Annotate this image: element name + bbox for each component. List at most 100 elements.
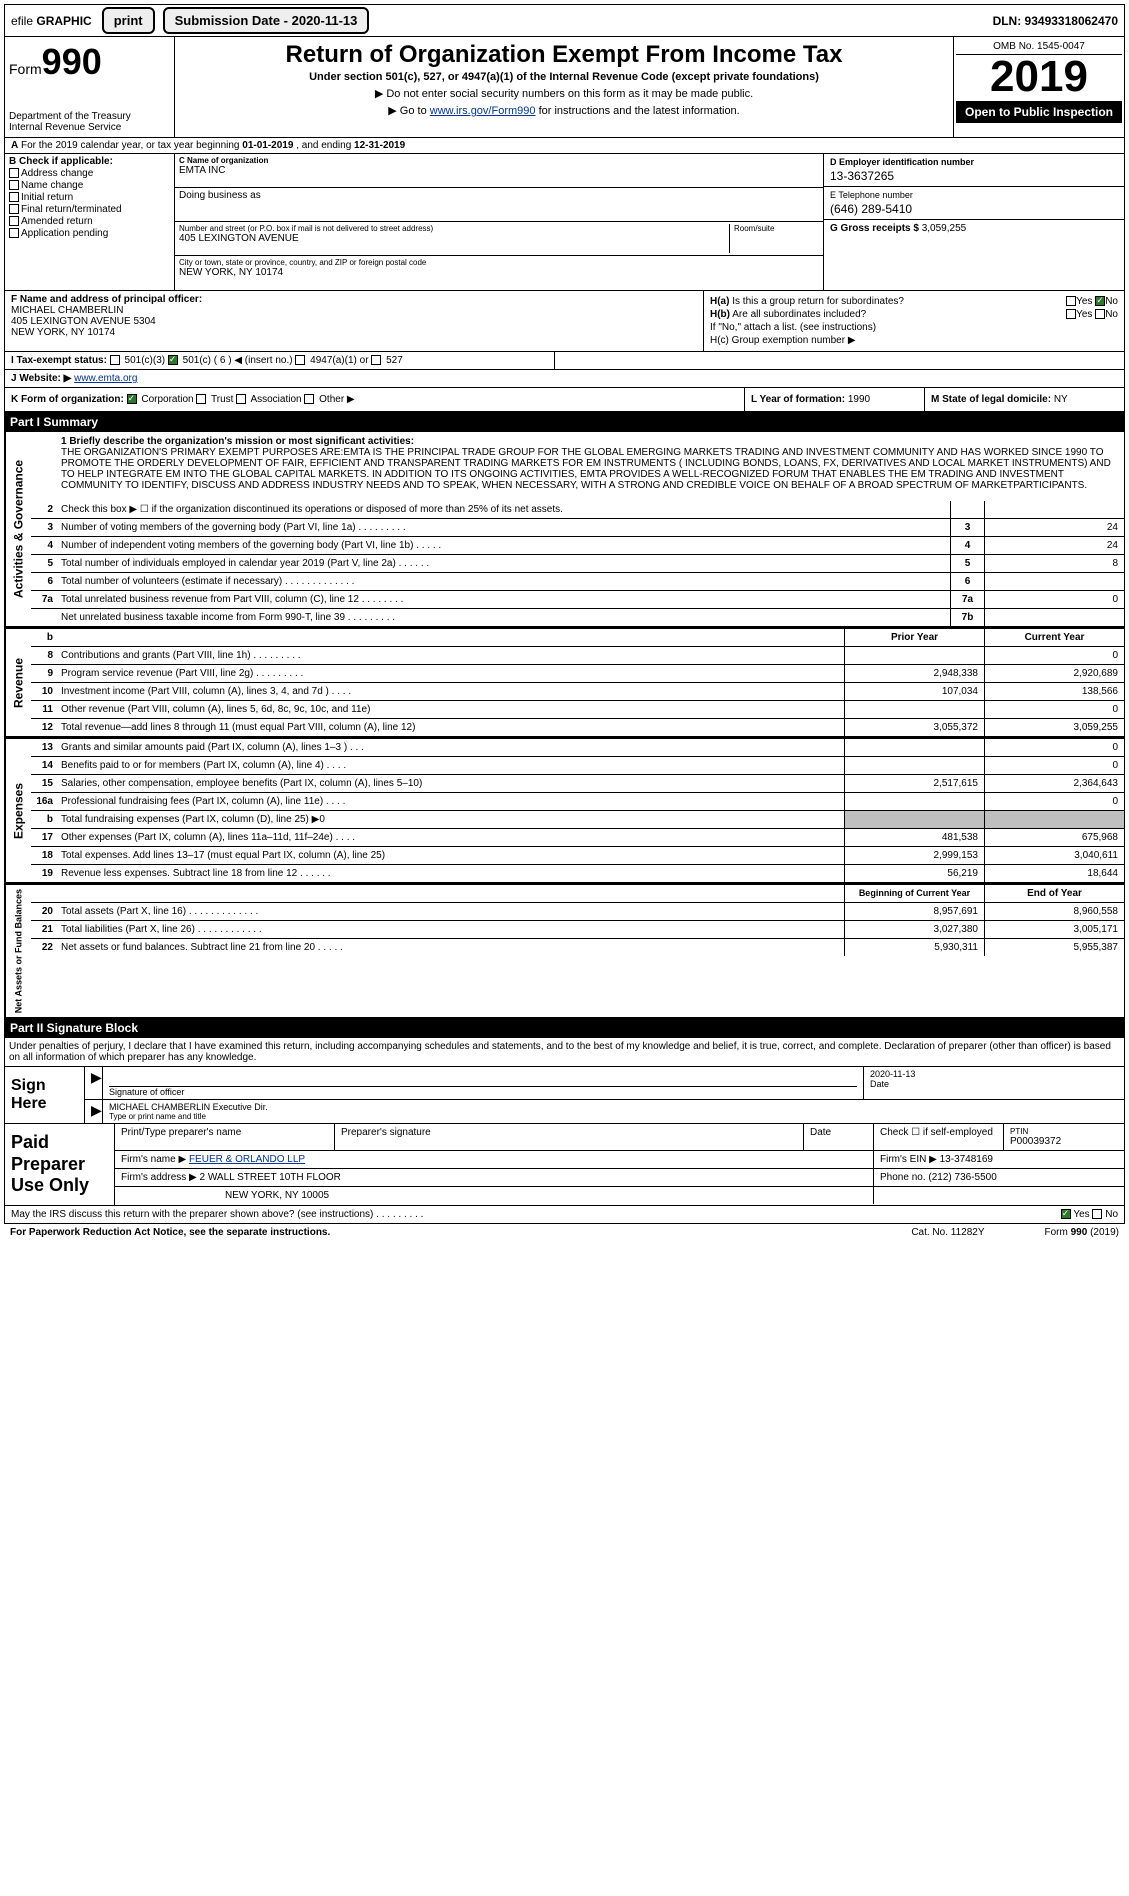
paid-preparer-label: Paid Preparer Use Only	[5, 1124, 115, 1205]
table-row: 4Number of independent voting members of…	[31, 537, 1124, 555]
table-row: 13Grants and similar amounts paid (Part …	[31, 739, 1124, 757]
part1-expenses: Expenses 13Grants and similar amounts pa…	[4, 737, 1125, 883]
sig-officer-label: Signature of officer	[109, 1087, 857, 1097]
form-number: Form990	[9, 41, 170, 83]
sign-here-label: Sign Here	[5, 1067, 85, 1123]
arrow-icon: ▶	[91, 1102, 102, 1118]
treasury-dept: Department of the Treasury Internal Reve…	[9, 111, 170, 133]
prep-row-3: Firm's address ▶ 2 WALL STREET 10TH FLOO…	[115, 1169, 1124, 1187]
firm-phone: (212) 736-5500	[928, 1172, 996, 1183]
table-row: 6Total number of volunteers (estimate if…	[31, 573, 1124, 591]
table-row: 16aProfessional fundraising fees (Part I…	[31, 793, 1124, 811]
irs-link[interactable]: www.irs.gov/Form990	[430, 105, 536, 117]
sig-date-label: Date	[870, 1079, 1118, 1089]
sidelabel-expenses: Expenses	[5, 739, 31, 882]
tax-year-line: A A For the 2019 calendar year, or tax y…	[4, 138, 1125, 154]
part1-revenue: Revenue b Prior Year Current Year 8Contr…	[4, 627, 1125, 737]
paperwork-notice: For Paperwork Reduction Act Notice, see …	[10, 1227, 330, 1238]
org-name: EMTA INC	[179, 165, 819, 176]
col-b-checks: B Check if applicable: Address change Na…	[5, 154, 175, 290]
table-row: 8Contributions and grants (Part VIII, li…	[31, 647, 1124, 665]
firm-name-link[interactable]: FEUER & ORLANDO LLP	[189, 1154, 305, 1165]
form-title: Return of Organization Exempt From Incom…	[181, 41, 947, 69]
table-row: Net unrelated business taxable income fr…	[31, 609, 1124, 626]
prep-row-2: Firm's name ▶ FEUER & ORLANDO LLP Firm's…	[115, 1151, 1124, 1169]
table-row: 18Total expenses. Add lines 13–17 (must …	[31, 847, 1124, 865]
tax-exempt-status: I Tax-exempt status: 501(c)(3) 501(c) ( …	[5, 352, 555, 369]
chk-application-pending: Application pending	[9, 228, 170, 239]
cat-no: Cat. No. 11282Y	[911, 1227, 984, 1238]
print-button[interactable]: print	[102, 7, 155, 34]
table-row: 22Net assets or fund balances. Subtract …	[31, 939, 1124, 956]
part1-net-assets: Net Assets or Fund Balances Beginning of…	[4, 883, 1125, 1018]
sidelabel-revenue: Revenue	[5, 629, 31, 736]
form-header: Form990 Department of the Treasury Inter…	[4, 37, 1125, 138]
part1-header: Part I Summary	[4, 412, 1125, 432]
h-c: H(c) Group exemption number ▶	[710, 335, 1118, 346]
phone-value: (646) 289-5410	[830, 202, 1118, 216]
table-row: 9Program service revenue (Part VIII, lin…	[31, 665, 1124, 683]
sidelabel-governance: Activities & Governance	[5, 432, 31, 626]
table-row: 20Total assets (Part X, line 16) . . . .…	[31, 903, 1124, 921]
ij-row: I Tax-exempt status: 501(c)(3) 501(c) ( …	[4, 352, 1125, 370]
col-c-name-address: C Name of organization EMTA INC Doing bu…	[175, 154, 824, 290]
paid-preparer-block: Paid Preparer Use Only Print/Type prepar…	[4, 1124, 1125, 1206]
mission-block: 1 Briefly describe the organization's mi…	[31, 432, 1124, 501]
form-subtitle: Under section 501(c), 527, or 4947(a)(1)…	[181, 71, 947, 83]
chk-final-return: Final return/terminated	[9, 204, 170, 215]
chk-name-change: Name change	[9, 180, 170, 191]
website-row: J Website: ▶ www.emta.org	[4, 370, 1125, 388]
sidelabel-net-assets: Net Assets or Fund Balances	[5, 885, 31, 1017]
dba-cell: Doing business as	[175, 188, 823, 222]
city-cell: City or town, state or province, country…	[175, 256, 823, 290]
table-row: 12Total revenue—add lines 8 through 11 (…	[31, 719, 1124, 736]
phone-cell: E Telephone number (646) 289-5410	[824, 187, 1124, 220]
street-cell: Number and street (or P.O. box if mail i…	[175, 222, 823, 256]
net-columns-header: Beginning of Current Year End of Year	[31, 885, 1124, 903]
corp-check	[127, 394, 137, 404]
klm-row: K Form of organization: Corporation Trus…	[4, 388, 1125, 412]
dln-label: DLN: 93493318062470	[987, 12, 1124, 30]
year-formation: L Year of formation: 1990	[744, 388, 924, 411]
website-link[interactable]: www.emta.org	[74, 373, 137, 384]
principal-officer: F Name and address of principal officer:…	[5, 291, 704, 351]
entity-block: B Check if applicable: Address change Na…	[4, 154, 1125, 291]
chk-initial-return: Initial return	[9, 192, 170, 203]
city-state-zip: NEW YORK, NY 10174	[179, 267, 819, 278]
table-row: 14Benefits paid to or for members (Part …	[31, 757, 1124, 775]
form-990-page: efile GRAPHIC print Submission Date - 20…	[0, 0, 1129, 1245]
table-row: 5Total number of individuals employed in…	[31, 555, 1124, 573]
perjury-statement: Under penalties of perjury, I declare th…	[4, 1038, 1125, 1067]
h-a: H(a) Is this a group return for subordin…	[710, 296, 1118, 307]
tax-year: 2019	[956, 55, 1122, 99]
arrow-icon: ▶	[91, 1069, 102, 1085]
officer-name: MICHAEL CHAMBERLIN Executive Dir.	[109, 1102, 1118, 1112]
501c6-check	[168, 355, 178, 365]
firm-ein: 13-3748169	[940, 1154, 993, 1165]
form-id-cell: Form990 Department of the Treasury Inter…	[5, 37, 175, 137]
state-domicile: M State of legal domicile: NY	[924, 388, 1124, 411]
ha-no-check	[1095, 296, 1105, 306]
year-columns-header: b Prior Year Current Year	[31, 629, 1124, 647]
form-version: Form 990 (2019)	[1045, 1227, 1119, 1238]
efile-label: efile GRAPHIC	[5, 12, 98, 30]
form-of-org: K Form of organization: Corporation Trus…	[5, 388, 744, 411]
instructions-link-line: ▶ Go to www.irs.gov/Form990 for instruct…	[181, 104, 947, 117]
title-cell: Return of Organization Exempt From Incom…	[175, 37, 954, 137]
gross-receipts-value: 3,059,255	[922, 223, 967, 234]
open-to-public: Open to Public Inspection	[956, 101, 1122, 123]
year-cell: OMB No. 1545-0047 2019 Open to Public In…	[954, 37, 1124, 137]
table-row: 7aTotal unrelated business revenue from …	[31, 591, 1124, 609]
submission-date-button[interactable]: Submission Date - 2020-11-13	[163, 7, 370, 34]
h-b: H(b) Are all subordinates included? Yes …	[710, 309, 1118, 320]
chk-amended: Amended return	[9, 216, 170, 227]
table-row: 19Revenue less expenses. Subtract line 1…	[31, 865, 1124, 882]
ptin-value: P00039372	[1010, 1136, 1118, 1147]
ein-value: 13-3637265	[830, 169, 1118, 183]
h-b-note: If "No," attach a list. (see instruction…	[710, 322, 1118, 333]
chk-address-change: Address change	[9, 168, 170, 179]
part1-governance: Activities & Governance 1 Briefly descri…	[4, 432, 1125, 627]
efile-topbar: efile GRAPHIC print Submission Date - 20…	[4, 4, 1125, 37]
discuss-yes-check	[1061, 1209, 1071, 1219]
footer: For Paperwork Reduction Act Notice, see …	[4, 1224, 1125, 1241]
